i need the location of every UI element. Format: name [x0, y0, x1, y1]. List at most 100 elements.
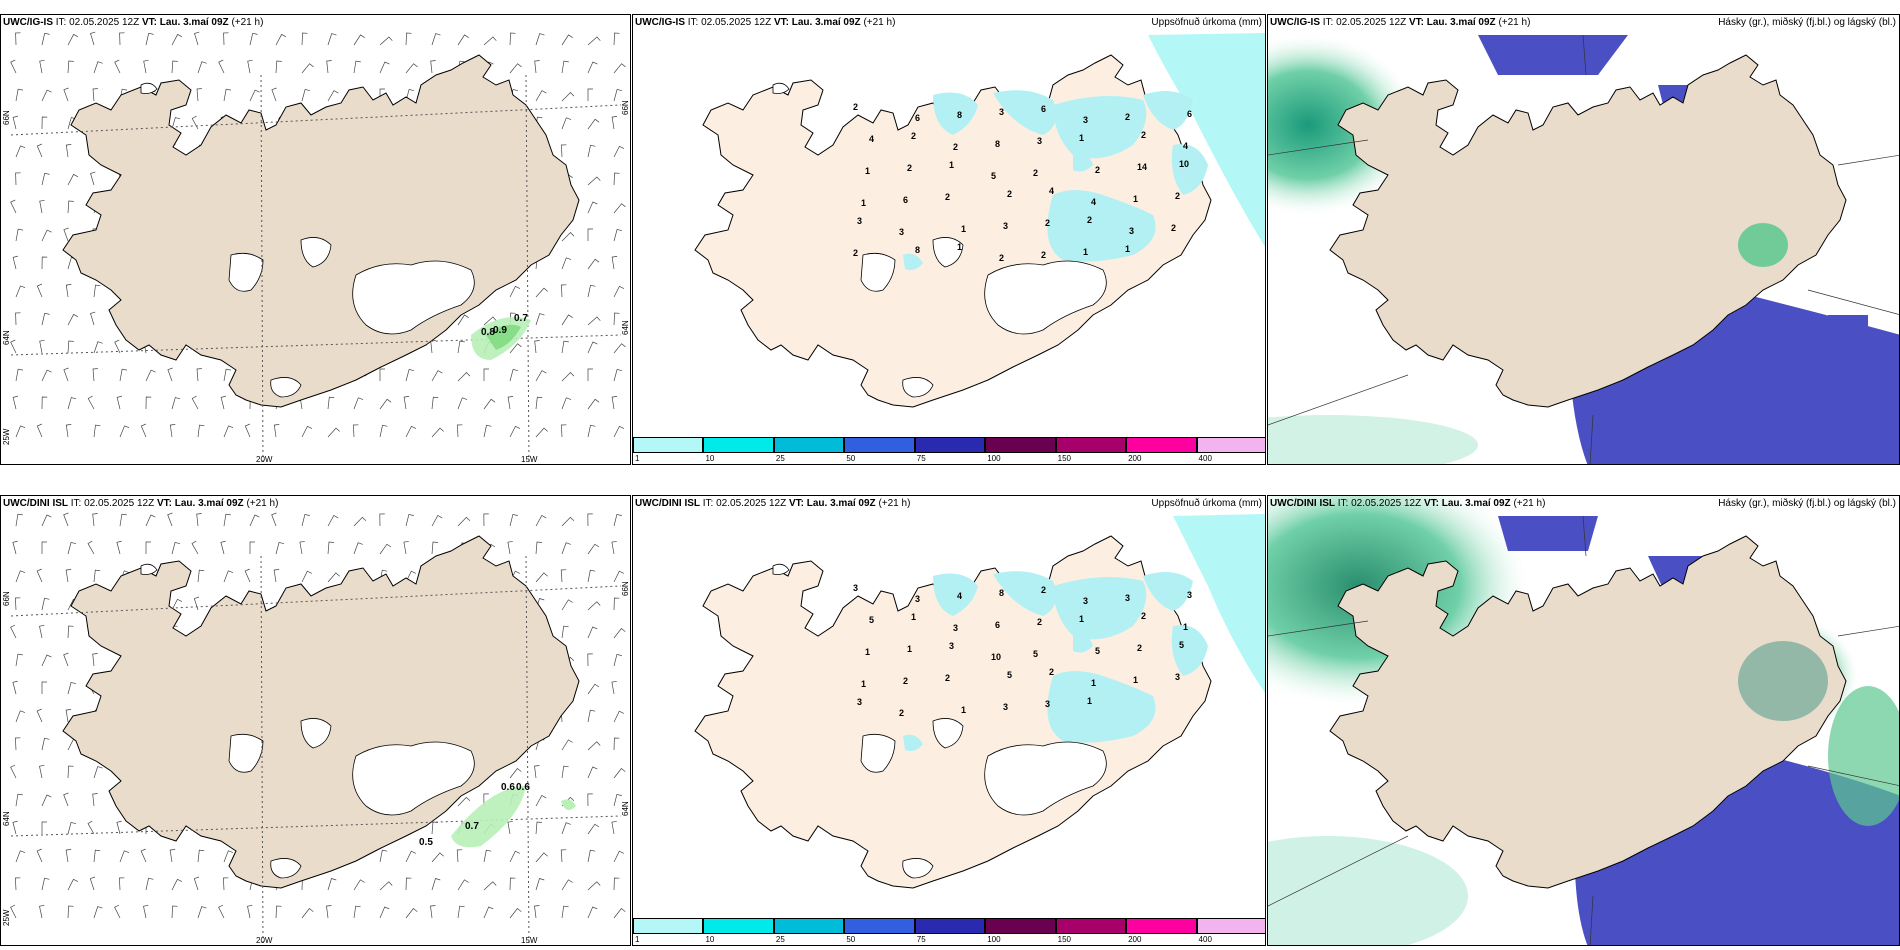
- precip-value: 2: [953, 142, 958, 152]
- wind-barb: [457, 372, 471, 382]
- wind-barb: [15, 597, 21, 611]
- wind-barb: [431, 541, 439, 555]
- wind-barb: [405, 513, 414, 527]
- wind-barb: [41, 541, 47, 554]
- wind-barb: [15, 850, 26, 863]
- cloud-map: [1268, 496, 1899, 945]
- wind-barb: [405, 32, 412, 46]
- wind-barb: [191, 115, 199, 130]
- wind-barb: [275, 541, 284, 555]
- wind-barb: [613, 597, 620, 611]
- wind-barb: [301, 570, 312, 583]
- wind-barb: [483, 793, 489, 807]
- colorbar-swatch: [844, 918, 915, 934]
- wind-barb: [535, 541, 543, 555]
- wind-value: 0.6: [501, 782, 515, 793]
- wind-barb: [561, 542, 571, 555]
- colorbar-swatch: [1196, 918, 1265, 934]
- colorbar-tick: 75: [916, 454, 926, 463]
- wind-barb: [301, 513, 310, 527]
- colorbar-tick: 25: [775, 454, 785, 463]
- precip-area: [1171, 625, 1208, 676]
- wind-barb: [193, 876, 200, 891]
- precip-value: 2: [1033, 168, 1038, 178]
- wind-barb: [273, 424, 280, 438]
- lon-label-15w: 15W: [521, 936, 538, 945]
- wind-barb: [171, 33, 183, 46]
- wind-barb: [63, 227, 69, 242]
- colorbar-swatch: [633, 437, 704, 453]
- precip-value: 2: [911, 131, 916, 141]
- wind-barb: [249, 514, 260, 527]
- colorbar-tick: 100: [987, 454, 1001, 463]
- precip-value: 5: [1033, 649, 1038, 659]
- wind-barb: [93, 849, 101, 863]
- wind-barb: [41, 32, 50, 46]
- wind-barb: [41, 794, 52, 807]
- wind-barb: [535, 427, 548, 438]
- wind-barb: [587, 849, 596, 863]
- wind-barb: [483, 424, 492, 438]
- wind-barb: [587, 36, 601, 46]
- glaciers: [772, 563, 1107, 879]
- wind-barb: [587, 258, 600, 270]
- lon-label-15w: 15W: [521, 455, 538, 464]
- wind-barb: [430, 60, 436, 74]
- precip-value: 1: [961, 705, 966, 715]
- wind-barb: [483, 36, 497, 46]
- wind-barb: [299, 540, 305, 555]
- precip-value: 3: [1003, 221, 1008, 231]
- wind-barb: [36, 708, 43, 723]
- wind-barb: [171, 117, 181, 130]
- wind-barb: [613, 343, 626, 354]
- wind-barb: [587, 793, 593, 807]
- iceland-land: [1329, 535, 1847, 889]
- wind-barb: [613, 737, 620, 751]
- wind-barb: [167, 367, 173, 382]
- wind-barb: [327, 572, 340, 583]
- wind-barb: [301, 63, 314, 74]
- graticule: [1268, 515, 1899, 945]
- glacier: [300, 718, 332, 749]
- precip-value: 1: [1079, 614, 1084, 624]
- wind-barb: [613, 425, 625, 438]
- wind-barb: [457, 34, 469, 46]
- wind-barb: [561, 117, 572, 130]
- wind-barb: [483, 316, 497, 326]
- wind-barb: [15, 570, 26, 583]
- wind-barb: [67, 200, 74, 214]
- precip-value: 10: [991, 652, 1001, 662]
- precip-value: 2: [907, 163, 912, 173]
- glacier: [352, 741, 475, 816]
- wind-barb: [561, 905, 569, 919]
- colorbar-tick: 200: [1128, 935, 1142, 944]
- wind-barb: [116, 820, 122, 835]
- wind-barb: [12, 820, 18, 835]
- precip-value: 2: [1041, 585, 1046, 595]
- bot-cloud-panel: UWC/DINI ISL IT: 02.05.2025 12Z VT: Lau.…: [1267, 495, 1900, 946]
- wind-barb: [379, 906, 390, 919]
- wind-barb: [561, 314, 573, 326]
- glacier: [300, 237, 332, 268]
- wind-barb: [12, 540, 18, 555]
- wind-barb: [561, 34, 573, 46]
- wind-barb: [587, 881, 601, 891]
- wind-barb: [271, 87, 277, 102]
- precip-value: 3: [999, 107, 1004, 117]
- glacier: [772, 563, 790, 575]
- colorbar-swatch: [985, 918, 1056, 934]
- wind-barb: [613, 228, 622, 242]
- wind-barb: [169, 424, 176, 438]
- wind-barb: [431, 852, 444, 863]
- top-precip-panel: UWC/IG-IS IT: 02.05.2025 12Z VT: Lau. 3.…: [632, 14, 1266, 465]
- precip-value: 2: [1141, 611, 1146, 621]
- precip-area: [1053, 96, 1147, 159]
- wind-barb: [456, 849, 463, 863]
- wind-barb: [379, 849, 388, 863]
- precip-value: 8: [999, 588, 1004, 598]
- glacier: [932, 718, 964, 749]
- wind-barb: [196, 368, 202, 382]
- wind-barb: [220, 540, 226, 555]
- precip-value: 6: [915, 113, 920, 123]
- wind-barb: [327, 541, 335, 555]
